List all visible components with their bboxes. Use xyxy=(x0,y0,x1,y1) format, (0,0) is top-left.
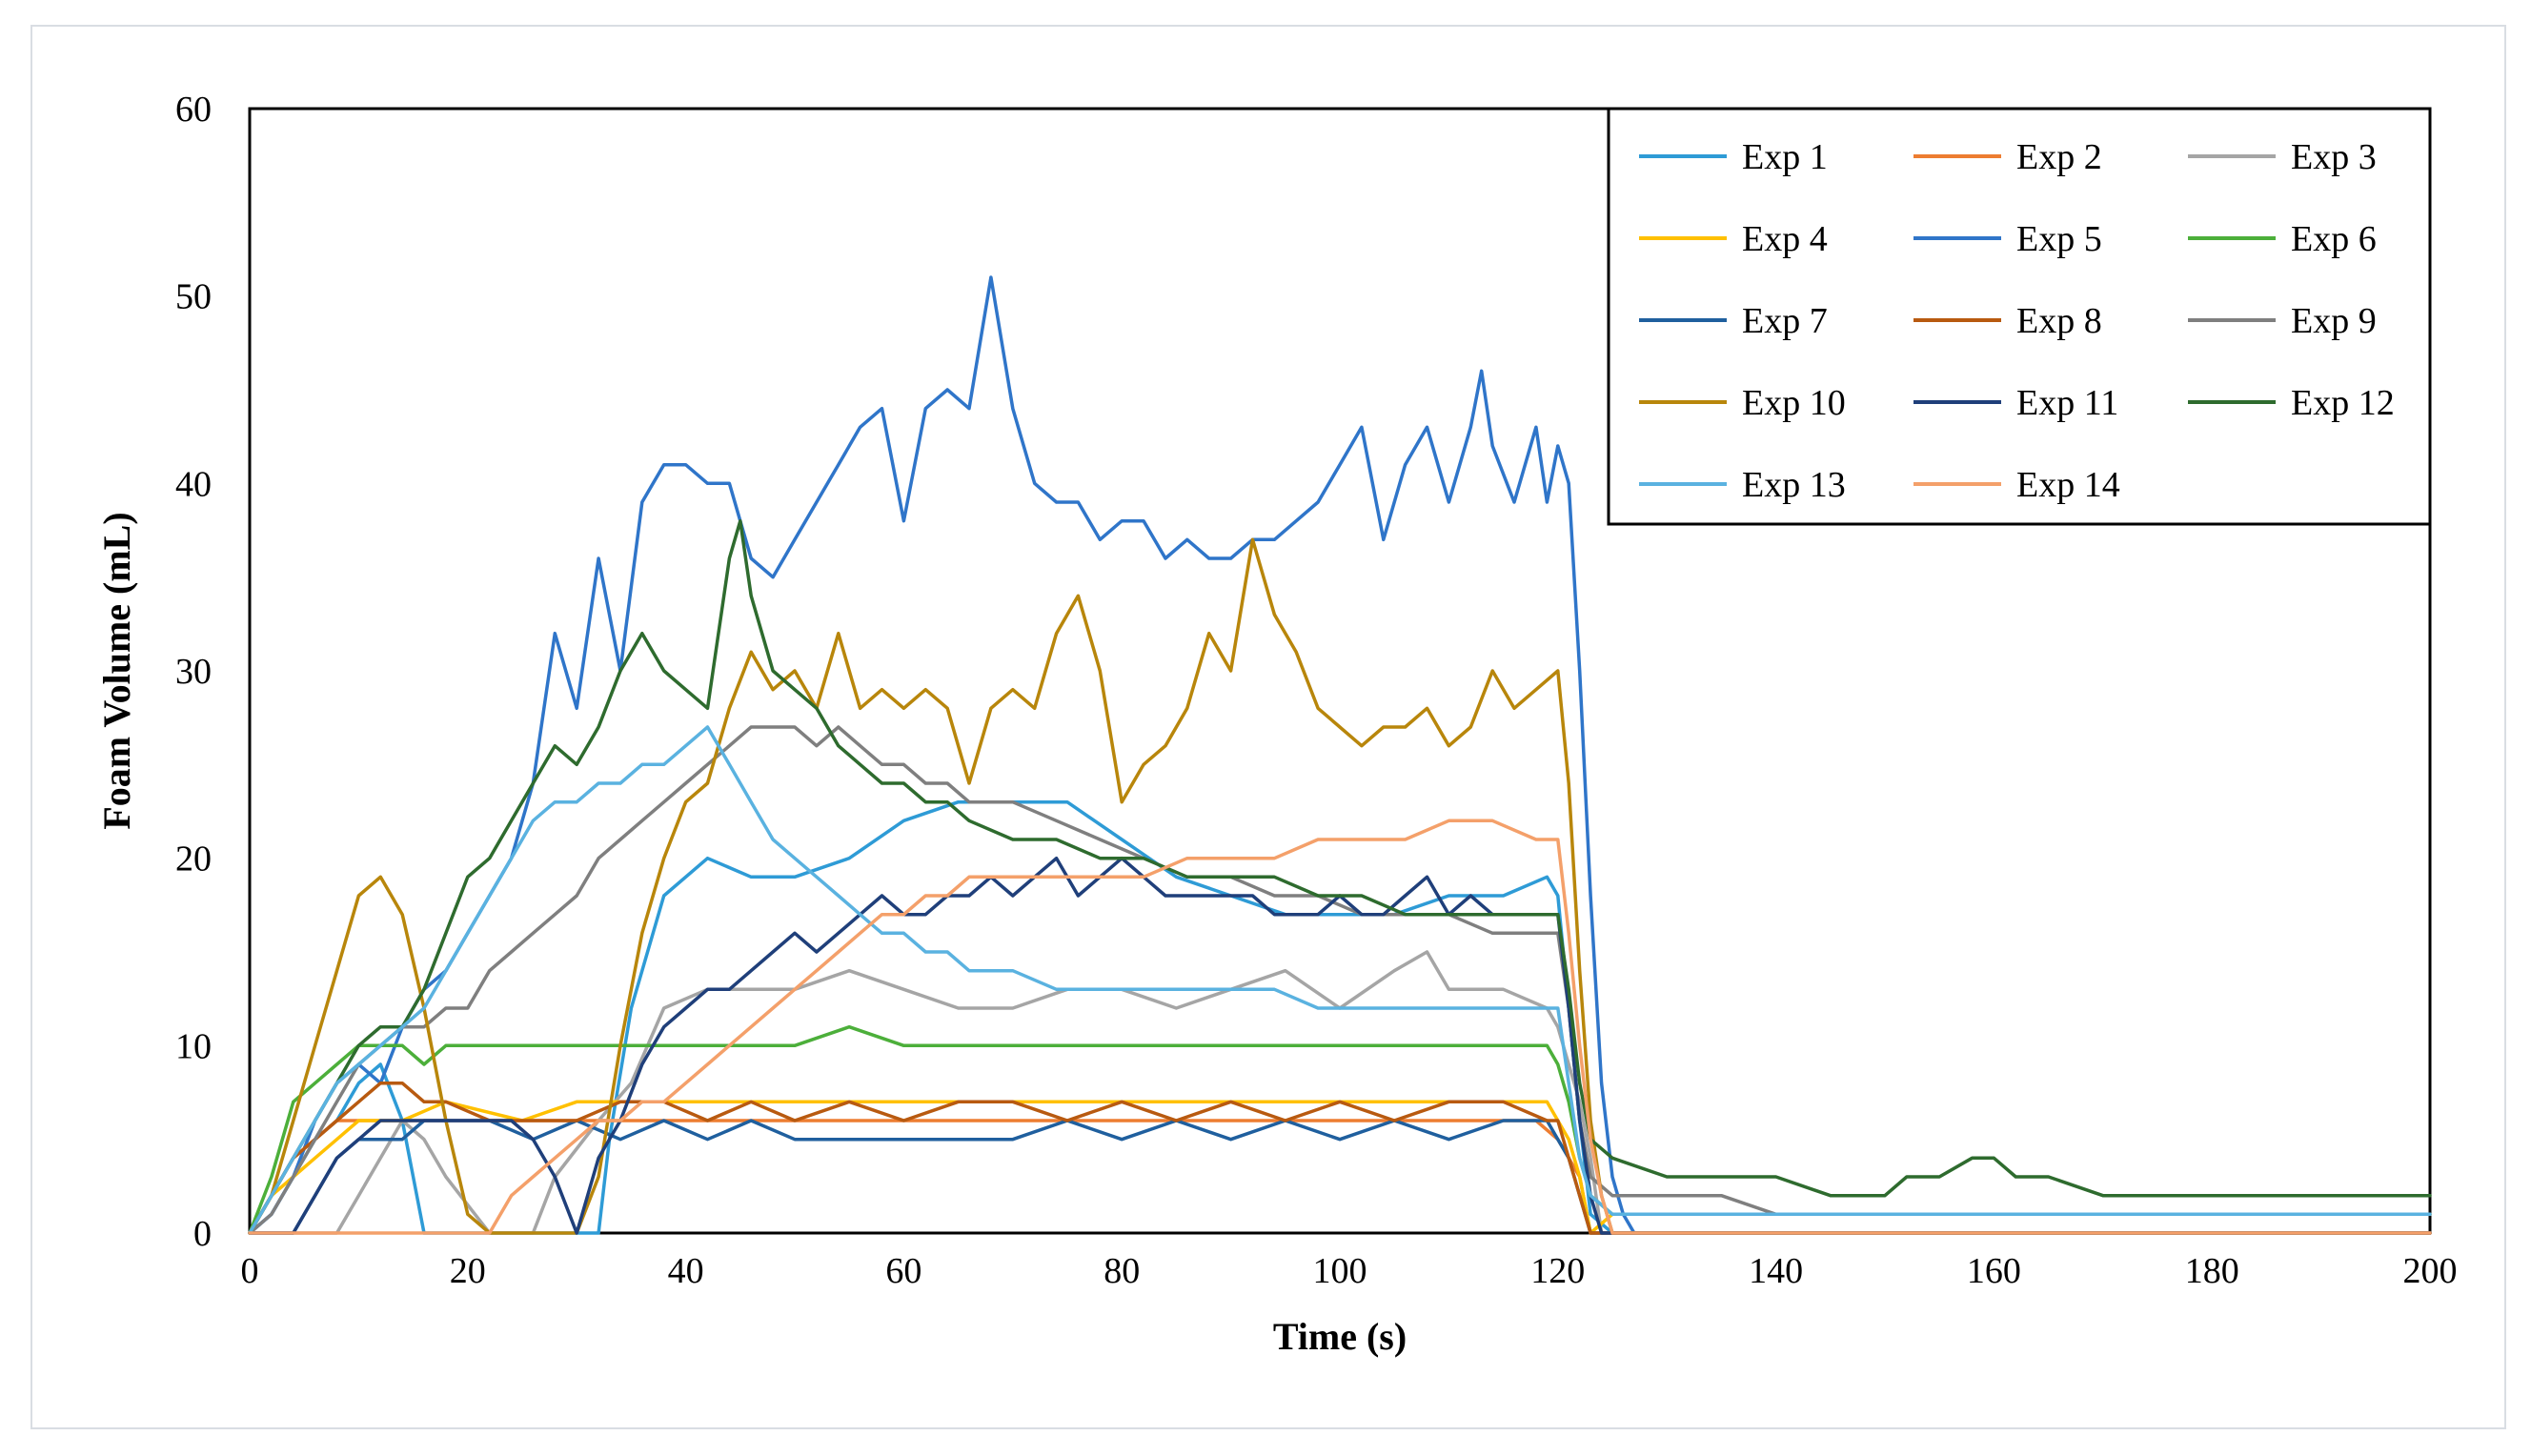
y-axis: 0 10 20 30 40 50 60 xyxy=(175,90,212,1254)
x-axis: 0 20 40 60 80 100 120 140 160 180 200 xyxy=(241,1251,2458,1291)
plot-area xyxy=(248,107,2432,1235)
legend-label-exp-9: Exp 9 xyxy=(2291,301,2377,341)
series-line-exp-7 xyxy=(248,1119,2432,1235)
legend-label-exp-10: Exp 10 xyxy=(1742,383,1846,423)
series-line-exp-1 xyxy=(248,799,2432,1235)
legend-label-exp-3: Exp 3 xyxy=(2291,137,2377,177)
series-line-exp-8 xyxy=(248,1081,2432,1235)
y-axis-title: Foam Volume (mL) xyxy=(95,512,138,829)
series-line-exp-6 xyxy=(248,1024,2432,1235)
y-tick-label: 40 xyxy=(175,464,212,504)
y-tick-label: 50 xyxy=(175,277,212,317)
x-tick-label: 140 xyxy=(1749,1251,1803,1291)
legend-label-exp-12: Exp 12 xyxy=(2291,383,2395,423)
series-line-exp-14 xyxy=(248,819,2432,1235)
legend-label-exp-1: Exp 1 xyxy=(1742,137,1828,177)
plot-border xyxy=(248,107,2432,1235)
chart-frame xyxy=(30,25,2506,1429)
x-tick-label: 180 xyxy=(2185,1251,2239,1291)
y-tick-label: 30 xyxy=(175,652,212,692)
x-tick-label: 40 xyxy=(668,1251,704,1291)
y-tick-label: 20 xyxy=(175,839,212,880)
x-tick-label: 200 xyxy=(2403,1251,2458,1291)
legend-label-exp-8: Exp 8 xyxy=(2016,301,2102,341)
legend-label-exp-13: Exp 13 xyxy=(1742,465,1846,505)
legend-label-exp-11: Exp 11 xyxy=(2016,383,2118,423)
legend: Exp 1 Exp 2 Exp 3 Exp 4 Exp 5 Exp 6 Exp 7 Exp 8… xyxy=(1607,107,2432,526)
series-line-exp-3 xyxy=(248,950,2432,1235)
series-line-exp-10 xyxy=(248,537,2432,1235)
legend-label-exp-14: Exp 14 xyxy=(2016,465,2120,505)
y-tick-label: 10 xyxy=(175,1026,212,1066)
y-tick-label: 60 xyxy=(175,90,212,130)
legend-box xyxy=(1607,107,2432,526)
legend-label-exp-4: Exp 4 xyxy=(1742,219,1828,259)
x-tick-label: 0 xyxy=(241,1251,259,1291)
x-tick-label: 20 xyxy=(450,1251,486,1291)
legend-label-exp-7: Exp 7 xyxy=(1742,301,1828,341)
legend-label-exp-2: Exp 2 xyxy=(2016,137,2102,177)
legend-label-exp-6: Exp 6 xyxy=(2291,219,2377,259)
x-tick-label: 60 xyxy=(885,1251,921,1291)
x-tick-label: 160 xyxy=(1967,1251,2021,1291)
legend-label-exp-5: Exp 5 xyxy=(2016,219,2102,259)
y-tick-label: 0 xyxy=(193,1214,212,1254)
x-tick-label: 100 xyxy=(1313,1251,1367,1291)
x-axis-title: Time (s) xyxy=(1273,1315,1407,1358)
series-line-exp-12 xyxy=(248,518,2432,1235)
x-tick-label: 80 xyxy=(1104,1251,1140,1291)
x-tick-label: 120 xyxy=(1530,1251,1585,1291)
series-layer xyxy=(248,275,2432,1235)
series-line-exp-9 xyxy=(248,725,2432,1235)
series-line-exp-13 xyxy=(248,725,2432,1235)
